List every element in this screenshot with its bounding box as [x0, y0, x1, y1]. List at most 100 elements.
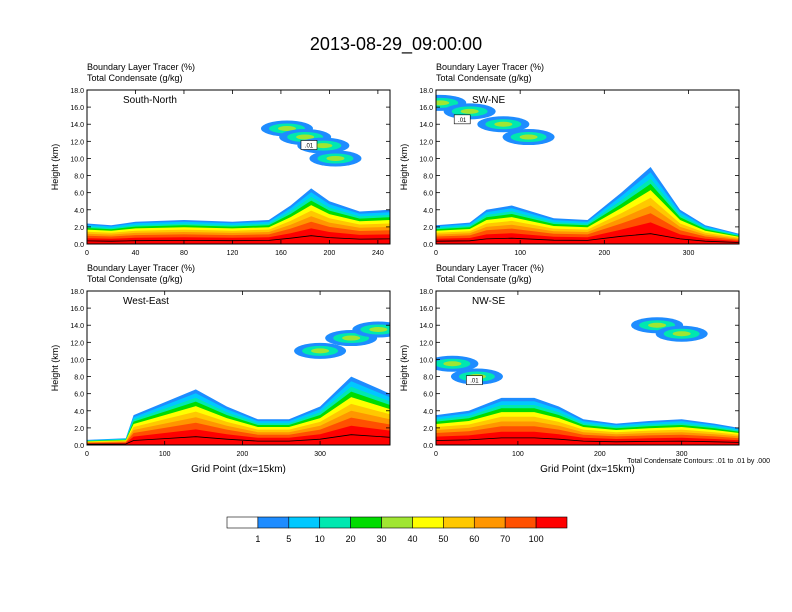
plot-area: [436, 94, 739, 244]
y-tick-label: 4.0: [423, 208, 433, 215]
y-tick-label: 2.0: [423, 225, 433, 232]
panel-south-north: 0.0 2.0 4.0 6.0 8.0 10.0 12.0 14.0 16.0 18.0 0 40 80…: [50, 62, 391, 257]
y-tick-label: 0.0: [74, 242, 84, 249]
anvil-core-2: [460, 108, 479, 114]
label-tracer: Boundary Layer Tracer (%): [87, 62, 195, 72]
x-tick-label: 200: [594, 451, 606, 458]
colorbar-swatch: [412, 516, 444, 529]
colorbar-swatch: [473, 516, 506, 529]
panel-name: South-North: [123, 95, 177, 106]
colorbar-tick-label: 5: [286, 534, 291, 544]
x-tick-label: 0: [434, 451, 438, 458]
x-tick-label: 160: [275, 250, 287, 257]
y-tick-label: 14.0: [419, 122, 433, 129]
colorbar-swatch: [257, 516, 290, 529]
colorbar-tick-label: 60: [469, 534, 479, 544]
label-tracer: Boundary Layer Tracer (%): [436, 62, 544, 72]
condensate-contour: [87, 434, 390, 445]
colorbar-tick-label: 50: [438, 534, 448, 544]
plot-frame: [435, 290, 740, 446]
x-axis-label: Grid Point (dx=15km): [191, 464, 286, 475]
colorbar-swatch: [381, 516, 413, 529]
plot-area: [87, 120, 390, 244]
anvil-core-1: [443, 361, 462, 367]
colorbar-tick-label: 100: [529, 534, 544, 544]
panel-sw-ne: 0.0 2.0 4.0 6.0 8.0 10.0 12.0 14.0 16.0 18.0 0 100 2…: [399, 62, 740, 257]
y-tick-label: 10.0: [70, 357, 84, 364]
y-tick-label: 12.0: [419, 139, 433, 146]
plot-frame: [435, 89, 740, 245]
anvil-core-1: [277, 126, 296, 131]
x-tick-label: 0: [85, 451, 89, 458]
y-tick-label: 4.0: [74, 409, 84, 416]
x-axis-label: Grid Point (dx=15km): [540, 464, 635, 475]
y-tick-label: 0.0: [423, 242, 433, 249]
label-condensate: Total Condensate (g/kg): [436, 274, 532, 284]
y-tick-label: 10.0: [70, 156, 84, 163]
anvil-core-3: [314, 143, 333, 149]
x-tick-label: 100: [514, 250, 526, 257]
x-tick-label: 40: [132, 250, 140, 257]
y-tick-label: 18.0: [419, 88, 433, 95]
label-condensate: Total Condensate (g/kg): [436, 73, 532, 83]
colorbar-swatch: [226, 516, 259, 529]
x-tick-label: 0: [434, 250, 438, 257]
panel-west-east: 0.0 2.0 4.0 6.0 8.0 10.0 12.0 14.0 16.0 18.0 0 100 2…: [50, 263, 391, 475]
y-tick-label: 12.0: [419, 340, 433, 347]
y-tick-label: 8.0: [74, 174, 84, 181]
panel-name: SW-NE: [472, 95, 505, 106]
y-tick-label: 18.0: [70, 289, 84, 296]
panel-nw-se: 0.0 2.0 4.0 6.0 8.0 10.0 12.0 14.0 16.0 18.0 0 100 2…: [399, 263, 740, 475]
anvil-core-3: [369, 327, 388, 332]
condensate-contour: [87, 235, 390, 242]
colorbar-tick-label: 20: [346, 534, 356, 544]
anvil-core-4: [672, 331, 691, 337]
x-tick-label: 100: [159, 451, 171, 458]
contour-label-box: [300, 140, 318, 150]
panel-name: West-East: [123, 296, 169, 307]
anvil-core-3: [494, 121, 513, 127]
y-tick-label: 6.0: [423, 392, 433, 399]
y-tick-label: 2.0: [423, 426, 433, 433]
y-tick-label: 6.0: [423, 191, 433, 198]
figure-title: 2013-08-29_09:00:00: [310, 34, 482, 55]
y-axis-label: Height (km): [399, 144, 409, 191]
y-tick-label: 16.0: [419, 105, 433, 112]
plot-area: [436, 317, 739, 445]
colorbar-tick-label: 10: [315, 534, 325, 544]
plot-area: [87, 321, 390, 445]
y-tick-label: 10.0: [419, 357, 433, 364]
colorbar-swatch: [535, 516, 568, 529]
y-tick-label: 4.0: [423, 409, 433, 416]
y-tick-label: 8.0: [74, 375, 84, 382]
anvil-core-2: [296, 134, 315, 140]
y-axis-label: Height (km): [50, 144, 60, 191]
y-tick-label: 16.0: [70, 105, 84, 112]
y-tick-label: 16.0: [419, 306, 433, 313]
y-tick-label: 2.0: [74, 225, 84, 232]
x-tick-label: 200: [237, 451, 249, 458]
x-tick-label: 100: [512, 451, 524, 458]
x-tick-label: 0: [85, 250, 89, 257]
y-axis-label: Height (km): [399, 345, 409, 392]
y-tick-label: 16.0: [70, 306, 84, 313]
anvil-core-2: [342, 335, 361, 341]
contour-label-box: [453, 114, 471, 125]
y-tick-label: 4.0: [74, 208, 84, 215]
y-tick-label: 10.0: [419, 156, 433, 163]
y-axis-label: Height (km): [50, 345, 60, 392]
contour-footnote: Total Condensate Contours: .01 to .01 by…: [627, 458, 770, 465]
condensate-contour: [436, 233, 739, 243]
anvil-core-1: [436, 100, 450, 106]
y-tick-label: 18.0: [70, 88, 84, 95]
colorbar-tick-label: 70: [500, 534, 510, 544]
y-tick-label: 14.0: [419, 323, 433, 330]
colorbar: 1 5 10 20 30 40 50 60 70 100: [226, 516, 568, 544]
plot-frame: [86, 290, 391, 446]
y-tick-label: 12.0: [70, 139, 84, 146]
y-tick-label: 8.0: [423, 174, 433, 181]
panel-name: NW-SE: [472, 296, 505, 307]
y-tick-label: 6.0: [74, 191, 84, 198]
x-tick-label: 300: [683, 250, 695, 257]
